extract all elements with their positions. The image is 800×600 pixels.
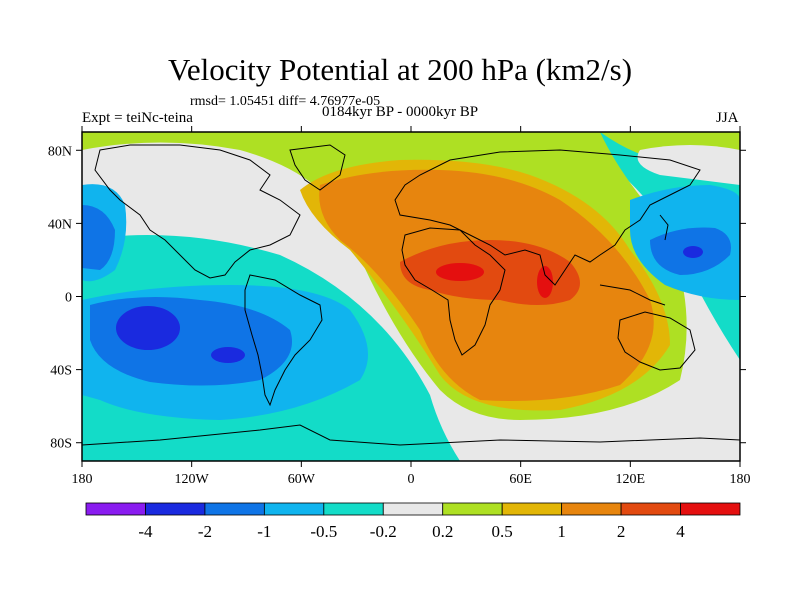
plot-title: Velocity Potential at 200 hPa (km2/s) (167, 52, 633, 87)
x-tick-label: 0 (408, 472, 415, 487)
x-tick-label: 120W (175, 472, 210, 487)
legend-swatch (561, 502, 622, 516)
legend-swatch (85, 502, 146, 516)
legend-swatch (263, 502, 325, 516)
coastlines (82, 144, 740, 446)
color-legend: -4 -2 -1 -0.5 -0.2 0.2 0.5 1 2 4 (85, 502, 741, 541)
y-tick-label: 0 (65, 291, 72, 306)
legend-label: 0.2 (432, 522, 453, 541)
x-tick-label: 120E (616, 472, 646, 487)
legend-label: 0.5 (492, 522, 513, 541)
y-tick-label: 80N (48, 144, 72, 159)
y-tick-label: 40S (50, 364, 72, 379)
x-tick-label: 60E (509, 472, 532, 487)
x-tick-label: 60W (288, 472, 316, 487)
legend-label: 1 (557, 522, 566, 541)
y-tick-label: 40N (48, 217, 72, 232)
contour-field (82, 132, 740, 461)
legend-label: 2 (617, 522, 626, 541)
legend-swatch (145, 502, 206, 516)
legend-label: -0.2 (370, 522, 397, 541)
legend-label: -1 (257, 522, 271, 541)
legend-swatch (204, 502, 265, 516)
legend-swatch (382, 502, 444, 516)
x-tick-label: 180 (730, 472, 751, 487)
legend-swatch (323, 502, 384, 516)
legend-swatch (680, 502, 741, 516)
x-tick-label: 180 (72, 472, 93, 487)
legend-swatch (501, 502, 563, 516)
legend-swatch (620, 502, 681, 516)
legend-swatch (442, 502, 503, 516)
legend-label: 4 (676, 522, 685, 541)
stats-label: rmsd= 1.05451 diff= 4.76977e-05 (190, 94, 381, 109)
legend-label: -4 (138, 522, 153, 541)
season-label: JJA (716, 110, 739, 126)
legend-label: -0.5 (310, 522, 337, 541)
y-tick-label: 80S (50, 437, 72, 452)
experiment-label: Expt = teiNc-teina (82, 110, 193, 126)
x-axis: 180 120W 60W 0 60E 120E 180 (72, 126, 751, 487)
period-label: 0184kyr BP - 0000kyr BP (322, 104, 479, 120)
y-axis: 80N 40N 0 40S 80S (48, 144, 746, 452)
legend-label: -2 (198, 522, 212, 541)
